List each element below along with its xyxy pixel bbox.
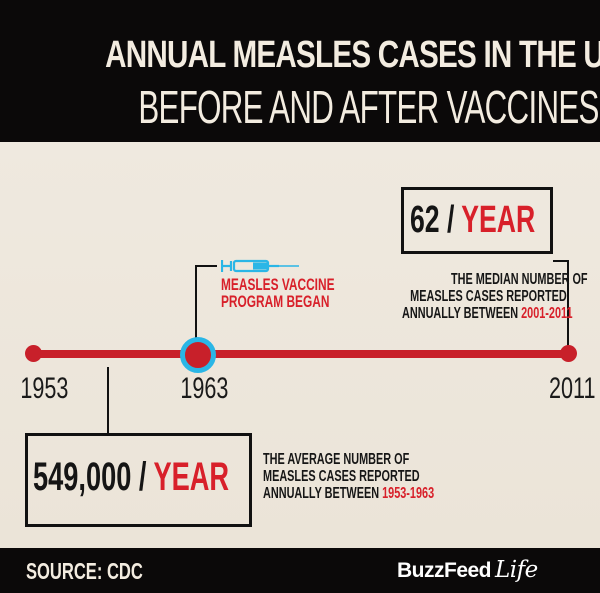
after-desc-line2: MEASLES CASES REPORTED bbox=[410, 288, 567, 305]
brand-name: BuzzFeed bbox=[397, 559, 492, 582]
year-label-2011: 2011 bbox=[549, 372, 596, 405]
after-vaccine-value: 62 / YEAR bbox=[410, 199, 535, 242]
source-credit: SOURCE: CDC bbox=[26, 558, 143, 584]
after-desc-range: 2001-2011 bbox=[521, 305, 573, 322]
before-description: THE AVERAGE NUMBER OF MEASLES CASES REPO… bbox=[263, 451, 434, 502]
after-connector-v bbox=[567, 260, 569, 346]
timeline-node-1963 bbox=[180, 337, 216, 373]
title-line-1: ANNUAL MEASLES CASES IN THE U.S. bbox=[105, 34, 600, 76]
after-vaccine-box bbox=[401, 187, 553, 254]
timeline-line bbox=[33, 350, 568, 358]
after-number: 62 / bbox=[410, 199, 455, 241]
timeline-node-1953 bbox=[25, 345, 42, 362]
title-line-2: BEFORE AND AFTER VACCINES bbox=[138, 81, 599, 133]
vaccine-connector-v bbox=[195, 265, 197, 341]
before-connector-v bbox=[107, 367, 109, 434]
after-unit: YEAR bbox=[461, 199, 536, 241]
vaccine-connector-h bbox=[195, 265, 217, 267]
before-desc-line3: ANNUALLY BETWEEN bbox=[263, 485, 380, 502]
before-desc-range: 1953-1963 bbox=[382, 485, 435, 502]
before-vaccine-value: 549,000 / YEAR bbox=[33, 455, 229, 500]
after-description: THE MEDIAN NUMBER OF MEASLES CASES REPOR… bbox=[402, 271, 588, 322]
before-vaccine-box bbox=[25, 433, 252, 527]
after-desc-line3: ANNUALLY BETWEEN bbox=[402, 305, 519, 322]
after-connector-h bbox=[553, 260, 568, 262]
timeline-area bbox=[0, 142, 600, 548]
before-unit: YEAR bbox=[153, 455, 230, 499]
after-desc-line1: THE MEDIAN NUMBER OF bbox=[450, 271, 588, 288]
vaccine-program-label: MEASLES VACCINE PROGRAM BEGAN bbox=[221, 276, 335, 310]
brand-logo: BuzzFeed Life bbox=[397, 557, 538, 583]
before-desc-line2: MEASLES CASES REPORTED bbox=[263, 468, 420, 485]
brand-suffix: Life bbox=[495, 557, 538, 583]
footer: SOURCE: CDC BuzzFeed Life bbox=[0, 548, 600, 593]
year-label-1953: 1953 bbox=[20, 372, 69, 405]
header-banner: ANNUAL MEASLES CASES IN THE U.S. BEFORE … bbox=[0, 0, 600, 142]
year-label-1963: 1963 bbox=[180, 372, 229, 405]
syringe-icon bbox=[221, 259, 299, 273]
before-number: 549,000 / bbox=[33, 455, 147, 499]
before-desc-line1: THE AVERAGE NUMBER OF bbox=[263, 451, 410, 468]
vaccine-label-line2: PROGRAM BEGAN bbox=[221, 292, 330, 311]
timeline-node-2011 bbox=[560, 345, 577, 362]
vaccine-label-line1: MEASLES VACCINE bbox=[221, 275, 335, 294]
